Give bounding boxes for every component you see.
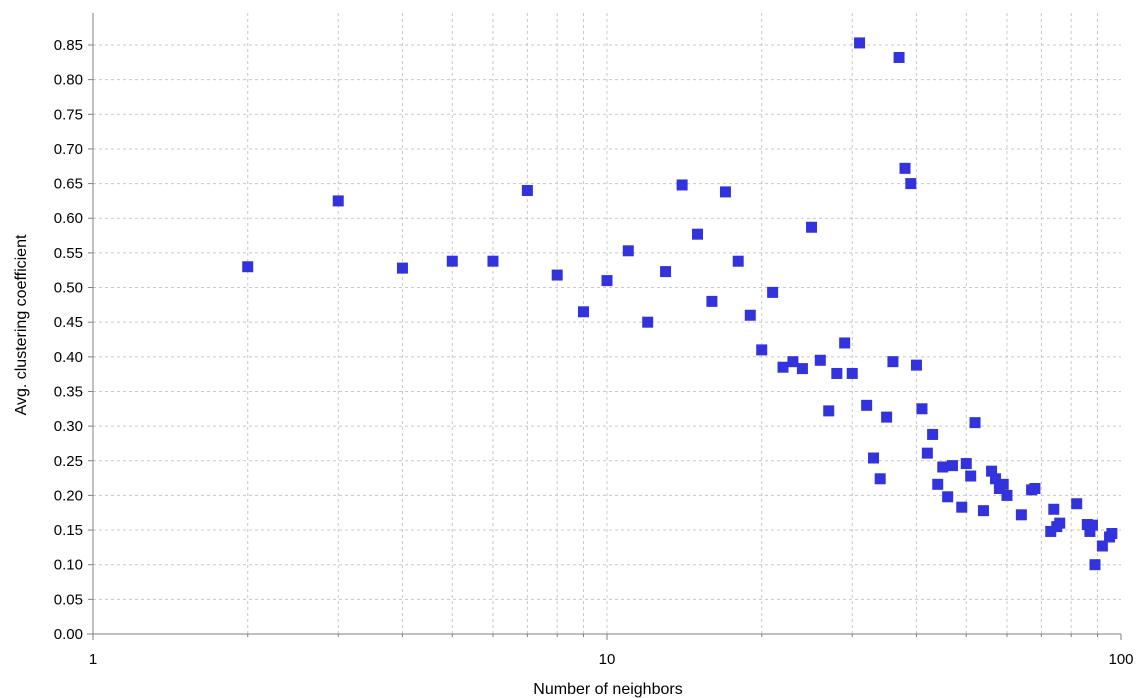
y-tick-label: 0.60 [54,210,83,227]
y-tick-label: 0.55 [54,245,83,262]
data-point [744,309,756,321]
data-point [806,221,818,233]
x-axis-title: Number of neighbors [533,681,682,698]
data-point [1054,517,1066,529]
data-point [1048,503,1060,515]
data-point [719,186,731,198]
data-point [577,306,589,318]
grid [93,13,1121,634]
data-point [854,37,866,49]
data-point [937,461,949,473]
y-tick-label: 0.50 [54,280,83,297]
data-point [1096,540,1108,552]
data-point [887,356,899,368]
y-tick-label: 0.85 [54,37,83,54]
data-point [692,228,704,240]
data-point [839,337,851,349]
y-tick-label: 0.80 [54,72,83,89]
data-point [1106,528,1118,540]
data-point [706,295,718,307]
data-point [732,255,744,267]
y-tick-label: 0.15 [54,522,83,539]
data-point [1015,509,1027,521]
data-point [960,458,972,470]
data-point [916,403,928,415]
y-tick-label: 0.30 [54,418,83,435]
data-point [969,417,981,429]
data-point [622,245,634,257]
data-point [446,255,458,267]
data-point [1089,559,1101,571]
data-point [1045,525,1057,537]
data-point [899,162,911,174]
data-point [997,478,1009,490]
data-point [977,505,989,517]
data-point [942,491,954,503]
data-point [660,266,672,278]
y-tick-label: 0.05 [54,591,83,608]
y-tick-label: 0.70 [54,141,83,158]
data-point [932,478,944,490]
tick-labels: 0.00 0.05 0.10 0.15 0.20 0.25 0.30 0.35 0.40 0.45… [54,37,1134,668]
data-point [814,354,826,366]
data-point [956,501,968,513]
data-point [756,344,768,356]
data-point [1084,525,1096,537]
data-point [796,363,808,375]
x-tick-label: 100 [1108,651,1133,668]
data-point [1001,489,1013,501]
data-point [946,460,958,472]
y-tick-label: 0.40 [54,349,83,366]
y-tick-label: 0.35 [54,383,83,400]
y-tick-label: 0.20 [54,487,83,504]
data-point [396,262,408,274]
y-tick-label: 0.25 [54,453,83,470]
data-point [831,367,843,379]
data-point [767,286,779,298]
data-point [881,411,893,423]
data-point [823,405,835,417]
y-tick-label: 0.00 [54,626,83,643]
data-point [601,275,613,287]
data-point [905,178,917,190]
data-point [893,51,905,63]
data-point [1086,519,1098,531]
y-axis-title: Avg. clustering coefficient [13,234,30,415]
axes [87,13,1122,640]
data-point [777,361,789,373]
data-point [521,185,533,197]
data-point [676,179,688,191]
data-point [986,465,998,477]
data-point [1029,482,1041,494]
y-tick-label: 0.10 [54,557,83,574]
data-point [910,359,922,371]
data-point [242,261,254,273]
data-points [242,37,1118,571]
y-tick-label: 0.75 [54,106,83,123]
data-point [332,195,344,207]
data-point [1071,498,1083,510]
data-point [642,316,654,328]
data-point [487,255,499,267]
data-point [990,473,1002,485]
x-tick-label: 10 [599,651,616,668]
x-tick-label: 1 [89,651,97,668]
data-point [874,473,886,485]
y-tick-label: 0.65 [54,176,83,193]
data-point [868,452,880,464]
data-point [965,470,977,482]
data-point [861,399,873,411]
data-point [927,428,939,440]
data-point [787,356,799,368]
data-point [921,447,933,459]
y-tick-label: 0.45 [54,314,83,331]
data-point [846,367,858,379]
data-point [551,269,563,281]
